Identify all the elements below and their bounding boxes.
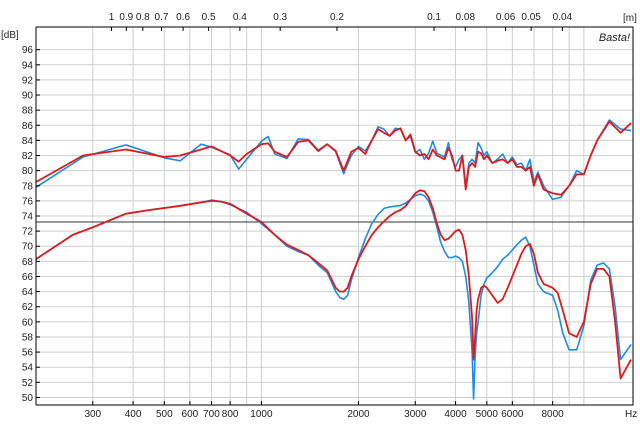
- y-tick-label: 74: [22, 212, 34, 223]
- top-tick-label: 0.1: [427, 12, 441, 23]
- x-tick-label: 300: [84, 409, 101, 420]
- y-tick-label: 50: [22, 393, 34, 404]
- top-tick-label: 0.5: [202, 12, 216, 23]
- x-tick-label: 6000: [501, 409, 524, 420]
- y-tick-label: 78: [22, 181, 34, 192]
- top-tick-label: 0.2: [330, 12, 344, 23]
- top-tick-label: 0.3: [273, 12, 287, 23]
- y-tick-label: 90: [22, 91, 34, 102]
- y-tick-label: 56: [22, 348, 34, 359]
- y-tick-label: 54: [22, 363, 34, 374]
- x-tick-label: 400: [125, 409, 142, 420]
- top-tick-label: 0.05: [521, 12, 541, 23]
- y-tick-label: 52: [22, 378, 34, 389]
- x-tick-label: 700: [203, 409, 220, 420]
- y-tick-label: 96: [22, 45, 34, 56]
- y-tick-label: 92: [22, 75, 34, 86]
- top-tick-label: 0.8: [136, 12, 150, 23]
- y-tick-label: 62: [22, 302, 34, 313]
- y-tick-label: 64: [22, 287, 34, 298]
- y-tick-label: 72: [22, 227, 34, 238]
- y-tick-label: 82: [22, 151, 34, 162]
- y-tick-label: 70: [22, 242, 34, 253]
- y-tick-label: 60: [22, 317, 34, 328]
- x-axis-unit: Hz: [625, 409, 637, 420]
- top-tick-label: 0.6: [176, 12, 190, 23]
- y-tick-label: 86: [22, 121, 34, 132]
- series-line-red-1: [35, 120, 632, 196]
- grid: [35, 27, 633, 405]
- x-tick-label: 8000: [542, 409, 565, 420]
- series-line-red-3: [35, 189, 632, 380]
- y-tick-label: 94: [22, 60, 34, 71]
- top-tick-label: 1: [109, 12, 115, 23]
- top-tick-label: 0.08: [456, 12, 476, 23]
- x-tick-label: 3000: [404, 409, 427, 420]
- x-tick-label: 1000: [250, 409, 273, 420]
- y-tick-label: 84: [22, 136, 34, 147]
- y-tick-label: 80: [22, 166, 34, 177]
- x-tick-label: 4000: [444, 409, 467, 420]
- series-line-blue-2: [35, 193, 632, 400]
- x-tick-label: 600: [182, 409, 199, 420]
- watermark: Basta!: [599, 32, 630, 44]
- top-tick-label: 0.9: [119, 12, 133, 23]
- axes: 50 52 54 56 58 60 62 64 66 68 70 72 74 76 78 80 82 84 86 88…: [22, 12, 573, 420]
- y-axis-unit: [dB]: [1, 30, 19, 41]
- top-axis-unit: [m]: [623, 13, 637, 24]
- y-tick-label: 68: [22, 257, 34, 268]
- y-tick-label: 88: [22, 106, 34, 117]
- x-tick-label: 2000: [347, 409, 370, 420]
- top-tick-label: 0.06: [496, 12, 516, 23]
- y-tick-label: 66: [22, 272, 34, 283]
- y-tick-label: 58: [22, 332, 34, 343]
- series-layer: [35, 119, 632, 400]
- top-tick-label: 0.7: [155, 12, 169, 23]
- top-tick-label: 0.04: [553, 12, 573, 23]
- y-tick-label: 76: [22, 196, 34, 207]
- x-tick-label: 5000: [476, 409, 499, 420]
- x-tick-label: 500: [156, 409, 173, 420]
- x-tick-label: 800: [222, 409, 239, 420]
- top-tick-label: 0.4: [233, 12, 247, 23]
